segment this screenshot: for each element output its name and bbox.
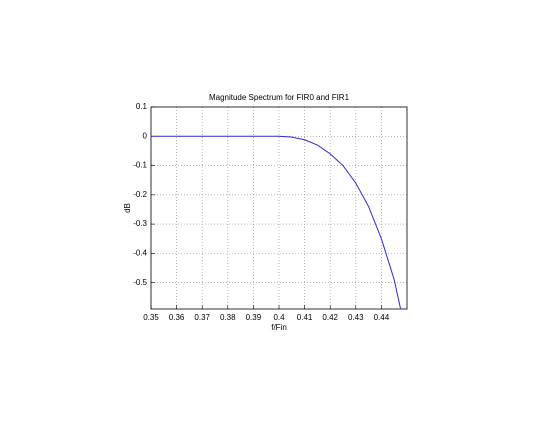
y-tick-label: 0 bbox=[143, 131, 148, 140]
x-tick-label: 0.36 bbox=[169, 313, 185, 322]
y-tick-label: -0.4 bbox=[133, 248, 147, 257]
y-tick-label: -0.3 bbox=[133, 219, 147, 228]
y-tick-label: 0.1 bbox=[136, 102, 148, 111]
data-line bbox=[151, 135, 402, 310]
y-tick-label: -0.5 bbox=[133, 278, 147, 287]
chart-title: Magnitude Spectrum for FIR0 and FIR1 bbox=[209, 93, 350, 102]
y-axis-label: dB bbox=[123, 203, 132, 213]
x-tick-label: 0.39 bbox=[246, 313, 262, 322]
x-tick-label: 0.38 bbox=[220, 313, 236, 322]
x-tick-label: 0.41 bbox=[297, 313, 313, 322]
x-axis-label: f/Fin bbox=[271, 323, 287, 332]
x-tick-label: 0.44 bbox=[374, 313, 390, 322]
x-tick-label: 0.35 bbox=[143, 313, 159, 322]
y-tick-label: -0.2 bbox=[133, 190, 147, 199]
x-tick-label: 0.4 bbox=[273, 313, 285, 322]
y-tick-label: -0.1 bbox=[133, 161, 147, 170]
plot-frame bbox=[150, 106, 408, 310]
x-tick-label: 0.43 bbox=[348, 313, 364, 322]
x-tick-label: 0.42 bbox=[322, 313, 338, 322]
x-tick-label: 0.37 bbox=[194, 313, 210, 322]
